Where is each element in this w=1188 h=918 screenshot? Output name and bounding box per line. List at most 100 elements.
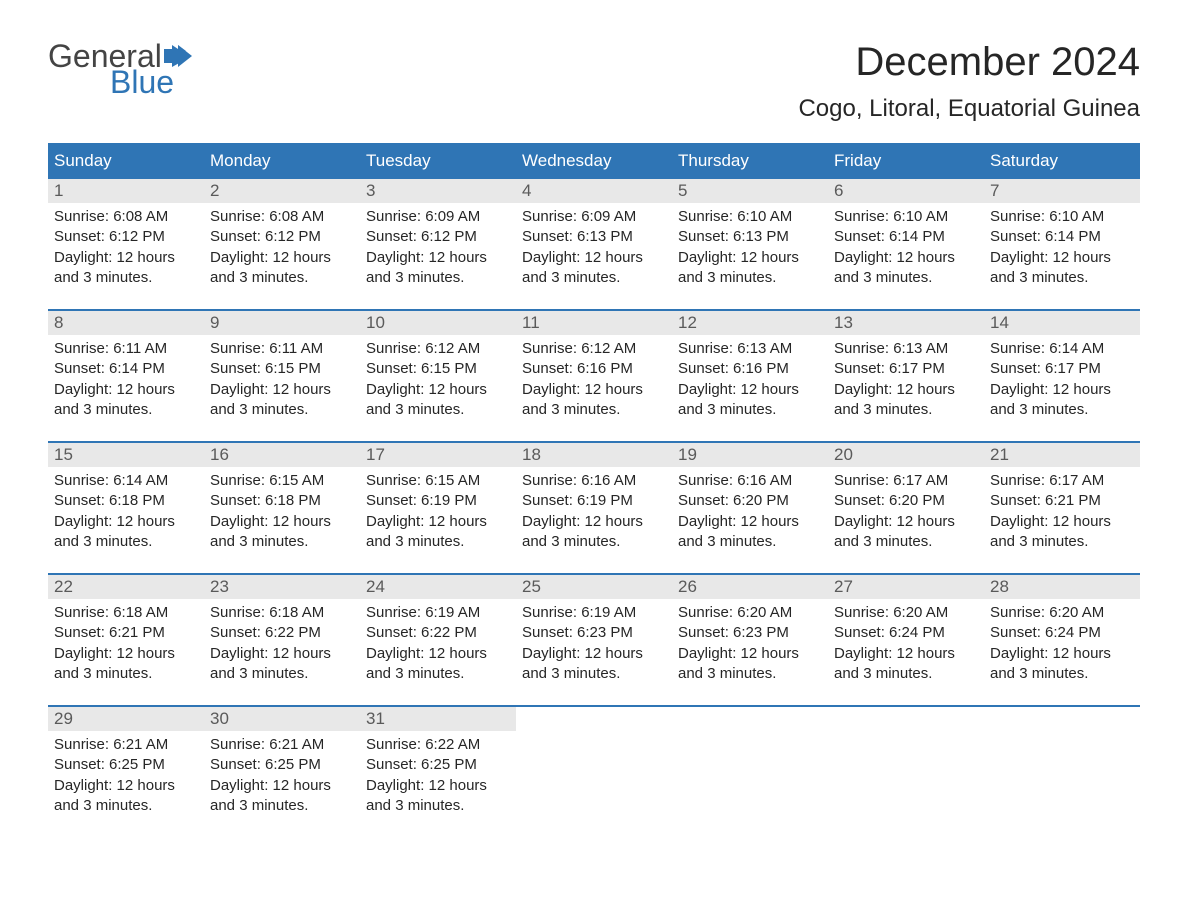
sunrise-text: Sunrise: 6:15 AM (366, 471, 510, 491)
day-cell: 14Sunrise: 6:14 AMSunset: 6:17 PMDayligh… (984, 311, 1140, 441)
day-content: Sunrise: 6:18 AMSunset: 6:22 PMDaylight:… (204, 599, 360, 694)
day-number: 14 (984, 311, 1140, 335)
day-cell: 2Sunrise: 6:08 AMSunset: 6:12 PMDaylight… (204, 179, 360, 309)
sunset-text: Sunset: 6:25 PM (54, 755, 198, 775)
day-number: 16 (204, 443, 360, 467)
daylight-text-line1: Daylight: 12 hours (366, 248, 510, 268)
daylight-text-line2: and 3 minutes. (210, 796, 354, 816)
daylight-text-line2: and 3 minutes. (54, 532, 198, 552)
day-number: 7 (984, 179, 1140, 203)
empty-day-cell (984, 707, 1140, 837)
sunrise-text: Sunrise: 6:18 AM (54, 603, 198, 623)
daylight-text-line1: Daylight: 12 hours (54, 512, 198, 532)
day-number: 19 (672, 443, 828, 467)
day-number: 10 (360, 311, 516, 335)
empty-day-cell (516, 707, 672, 837)
day-content: Sunrise: 6:21 AMSunset: 6:25 PMDaylight:… (48, 731, 204, 826)
daylight-text-line1: Daylight: 12 hours (54, 644, 198, 664)
daylight-text-line2: and 3 minutes. (522, 532, 666, 552)
sunset-text: Sunset: 6:17 PM (834, 359, 978, 379)
day-content: Sunrise: 6:19 AMSunset: 6:23 PMDaylight:… (516, 599, 672, 694)
day-content: Sunrise: 6:13 AMSunset: 6:17 PMDaylight:… (828, 335, 984, 430)
daylight-text-line1: Daylight: 12 hours (54, 248, 198, 268)
logo: General Blue (48, 40, 192, 98)
sunrise-text: Sunrise: 6:09 AM (522, 207, 666, 227)
day-content: Sunrise: 6:22 AMSunset: 6:25 PMDaylight:… (360, 731, 516, 826)
weekday-saturday: Saturday (984, 143, 1140, 179)
daylight-text-line2: and 3 minutes. (54, 664, 198, 684)
sunrise-text: Sunrise: 6:12 AM (522, 339, 666, 359)
sunrise-text: Sunrise: 6:20 AM (834, 603, 978, 623)
sunset-text: Sunset: 6:20 PM (678, 491, 822, 511)
day-cell: 30Sunrise: 6:21 AMSunset: 6:25 PMDayligh… (204, 707, 360, 837)
daylight-text-line2: and 3 minutes. (990, 664, 1134, 684)
daylight-text-line1: Daylight: 12 hours (834, 644, 978, 664)
day-content: Sunrise: 6:14 AMSunset: 6:17 PMDaylight:… (984, 335, 1140, 430)
day-cell: 5Sunrise: 6:10 AMSunset: 6:13 PMDaylight… (672, 179, 828, 309)
empty-day-cell (828, 707, 984, 837)
day-content: Sunrise: 6:21 AMSunset: 6:25 PMDaylight:… (204, 731, 360, 826)
sunset-text: Sunset: 6:23 PM (522, 623, 666, 643)
day-content: Sunrise: 6:08 AMSunset: 6:12 PMDaylight:… (48, 203, 204, 298)
sunrise-text: Sunrise: 6:10 AM (834, 207, 978, 227)
sunset-text: Sunset: 6:22 PM (210, 623, 354, 643)
day-content: Sunrise: 6:15 AMSunset: 6:19 PMDaylight:… (360, 467, 516, 562)
day-number: 18 (516, 443, 672, 467)
week-row: 22Sunrise: 6:18 AMSunset: 6:21 PMDayligh… (48, 573, 1140, 705)
sunset-text: Sunset: 6:18 PM (210, 491, 354, 511)
weekday-thursday: Thursday (672, 143, 828, 179)
day-cell: 8Sunrise: 6:11 AMSunset: 6:14 PMDaylight… (48, 311, 204, 441)
daylight-text-line1: Daylight: 12 hours (522, 512, 666, 532)
day-cell: 7Sunrise: 6:10 AMSunset: 6:14 PMDaylight… (984, 179, 1140, 309)
daylight-text-line2: and 3 minutes. (210, 400, 354, 420)
day-number: 1 (48, 179, 204, 203)
day-content: Sunrise: 6:10 AMSunset: 6:14 PMDaylight:… (984, 203, 1140, 298)
day-content: Sunrise: 6:13 AMSunset: 6:16 PMDaylight:… (672, 335, 828, 430)
day-cell: 3Sunrise: 6:09 AMSunset: 6:12 PMDaylight… (360, 179, 516, 309)
sunset-text: Sunset: 6:13 PM (522, 227, 666, 247)
daylight-text-line1: Daylight: 12 hours (366, 380, 510, 400)
day-cell: 16Sunrise: 6:15 AMSunset: 6:18 PMDayligh… (204, 443, 360, 573)
sunset-text: Sunset: 6:12 PM (54, 227, 198, 247)
weekday-header-row: Sunday Monday Tuesday Wednesday Thursday… (48, 143, 1140, 179)
week-row: 15Sunrise: 6:14 AMSunset: 6:18 PMDayligh… (48, 441, 1140, 573)
daylight-text-line1: Daylight: 12 hours (366, 512, 510, 532)
day-cell: 13Sunrise: 6:13 AMSunset: 6:17 PMDayligh… (828, 311, 984, 441)
sunrise-text: Sunrise: 6:11 AM (54, 339, 198, 359)
day-cell: 19Sunrise: 6:16 AMSunset: 6:20 PMDayligh… (672, 443, 828, 573)
day-cell: 25Sunrise: 6:19 AMSunset: 6:23 PMDayligh… (516, 575, 672, 705)
daylight-text-line2: and 3 minutes. (366, 268, 510, 288)
sunset-text: Sunset: 6:16 PM (522, 359, 666, 379)
day-cell: 9Sunrise: 6:11 AMSunset: 6:15 PMDaylight… (204, 311, 360, 441)
sunset-text: Sunset: 6:15 PM (366, 359, 510, 379)
day-number: 20 (828, 443, 984, 467)
day-number: 25 (516, 575, 672, 599)
daylight-text-line2: and 3 minutes. (834, 400, 978, 420)
day-number: 3 (360, 179, 516, 203)
sunrise-text: Sunrise: 6:17 AM (990, 471, 1134, 491)
day-content: Sunrise: 6:16 AMSunset: 6:20 PMDaylight:… (672, 467, 828, 562)
daylight-text-line2: and 3 minutes. (54, 268, 198, 288)
daylight-text-line2: and 3 minutes. (678, 400, 822, 420)
sunset-text: Sunset: 6:21 PM (990, 491, 1134, 511)
sunset-text: Sunset: 6:19 PM (522, 491, 666, 511)
day-content: Sunrise: 6:16 AMSunset: 6:19 PMDaylight:… (516, 467, 672, 562)
daylight-text-line2: and 3 minutes. (834, 664, 978, 684)
day-content: Sunrise: 6:17 AMSunset: 6:20 PMDaylight:… (828, 467, 984, 562)
day-content: Sunrise: 6:12 AMSunset: 6:15 PMDaylight:… (360, 335, 516, 430)
day-cell: 10Sunrise: 6:12 AMSunset: 6:15 PMDayligh… (360, 311, 516, 441)
day-cell: 27Sunrise: 6:20 AMSunset: 6:24 PMDayligh… (828, 575, 984, 705)
day-cell: 17Sunrise: 6:15 AMSunset: 6:19 PMDayligh… (360, 443, 516, 573)
day-content: Sunrise: 6:18 AMSunset: 6:21 PMDaylight:… (48, 599, 204, 694)
sunrise-text: Sunrise: 6:08 AM (210, 207, 354, 227)
daylight-text-line2: and 3 minutes. (366, 796, 510, 816)
day-content: Sunrise: 6:10 AMSunset: 6:14 PMDaylight:… (828, 203, 984, 298)
sunset-text: Sunset: 6:23 PM (678, 623, 822, 643)
sunrise-text: Sunrise: 6:19 AM (522, 603, 666, 623)
day-cell: 21Sunrise: 6:17 AMSunset: 6:21 PMDayligh… (984, 443, 1140, 573)
sunset-text: Sunset: 6:14 PM (54, 359, 198, 379)
sunrise-text: Sunrise: 6:20 AM (990, 603, 1134, 623)
daylight-text-line1: Daylight: 12 hours (366, 644, 510, 664)
daylight-text-line2: and 3 minutes. (366, 664, 510, 684)
sunset-text: Sunset: 6:18 PM (54, 491, 198, 511)
